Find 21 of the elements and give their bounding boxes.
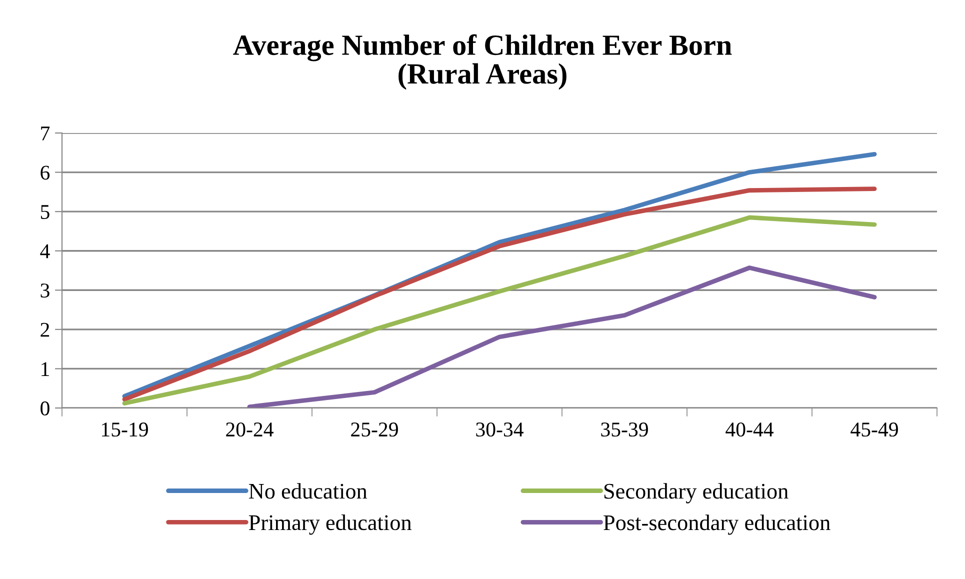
x-tick-label: 45-49: [850, 422, 898, 437]
y-tick-label: 0: [40, 401, 50, 416]
y-tick-label: 5: [40, 205, 50, 220]
y-tick-label: 4: [40, 244, 50, 258]
x-tick-label: 35-39: [601, 422, 648, 437]
legend-label: Post-secondary education: [604, 514, 830, 535]
y-tick-label: 6: [40, 166, 50, 180]
legend-label: No education: [248, 483, 368, 499]
y-tick-label: 1: [42, 362, 49, 376]
x-tick-label: 30-34: [476, 422, 524, 437]
x-tick-label: 20-24: [226, 422, 274, 437]
legend-label: Secondary education: [604, 483, 788, 504]
y-tick-label: 7: [41, 126, 50, 140]
chart-title: Average Number of Children Ever Born (Rural Areas): [233, 34, 732, 90]
x-tick-label: 40-44: [726, 422, 774, 437]
x-tick-label: 25-29: [351, 422, 398, 437]
y-tick-label: 2: [40, 322, 50, 337]
line-series: [247, 266, 877, 408]
y-tick-label: 3: [40, 284, 50, 298]
legend-label: Primary education: [248, 514, 412, 535]
x-tick-label: 15-19: [102, 422, 148, 437]
